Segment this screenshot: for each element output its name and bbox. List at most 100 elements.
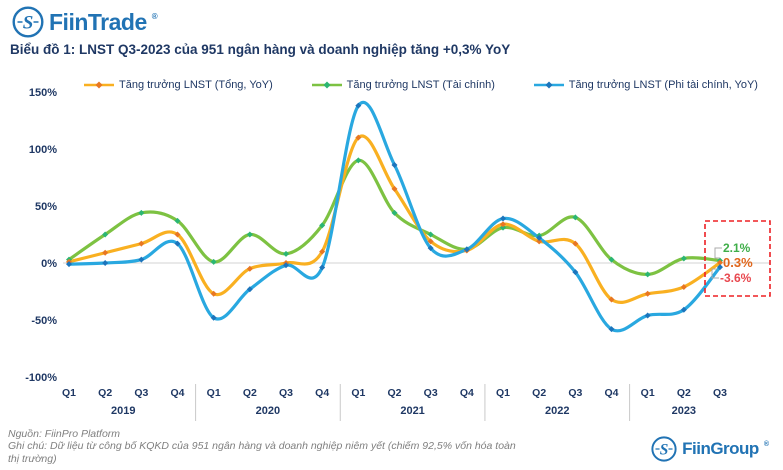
data-point-marker (608, 256, 615, 263)
x-quarter-label: Q2 (532, 387, 546, 399)
x-quarter-label: Q4 (315, 387, 329, 399)
data-point-marker (463, 246, 470, 253)
data-point-marker (427, 245, 434, 252)
legend-swatch-line-icon (533, 81, 564, 89)
y-tick-label: 50% (35, 201, 57, 213)
data-point-marker (102, 260, 109, 266)
data-point-marker (608, 326, 615, 333)
chart-legend: Tăng trưởng LNST (Tổng, YoY) Tăng trưởng… (84, 79, 758, 91)
x-quarter-label: Q3 (134, 387, 148, 399)
data-point-marker (246, 231, 253, 238)
x-quarter-label: Q1 (641, 387, 655, 399)
data-point-marker (500, 224, 506, 231)
data-point-marker (572, 214, 579, 221)
data-point-marker (717, 259, 723, 266)
data-point-marker (355, 102, 362, 109)
data-point-marker (174, 231, 181, 238)
data-point-marker (680, 283, 687, 290)
registered-mark: ® (763, 440, 769, 448)
data-point-marker (427, 238, 434, 245)
data-point-marker (210, 290, 217, 297)
footer-source: Nguồn: FiinPro Platform (8, 428, 121, 440)
data-point-marker (572, 269, 579, 276)
x-quarter-label: Q1 (496, 387, 510, 399)
x-quarter-label: Q4 (460, 387, 474, 399)
annotation-value-phi-tai-chinh: -3.6% (720, 271, 752, 285)
fiingroup-logo: S FiinGroup ® (651, 436, 769, 462)
data-point-marker (391, 161, 398, 168)
annotation-connector (711, 268, 719, 279)
data-point-marker (246, 265, 253, 272)
year-label: 2019 (111, 405, 135, 417)
data-point-marker (319, 264, 326, 271)
data-point-marker (391, 185, 398, 192)
legend-item-tai-chinh: Tăng trưởng LNST (Tài chính) (311, 79, 495, 91)
data-point-marker (138, 240, 145, 247)
svg-text:S: S (23, 13, 34, 34)
x-quarter-label: Q1 (207, 387, 221, 399)
legend-item-tong: Tăng trưởng LNST (Tổng, YoY) (84, 79, 273, 91)
series-line-0 (67, 134, 722, 305)
data-point-marker (644, 271, 651, 278)
data-point-marker (644, 312, 651, 319)
data-point-marker (174, 217, 181, 224)
chart-title: Biểu đồ 1: LNST Q3-2023 của 951 ngân hàn… (10, 42, 511, 57)
data-point-marker (174, 240, 181, 247)
year-label: 2023 (672, 405, 696, 417)
data-point-marker (536, 238, 543, 245)
year-label: 2021 (400, 405, 424, 417)
legend-label: Tăng trưởng LNST (Tổng, YoY) (119, 79, 273, 91)
legend-swatch-line-icon (84, 81, 114, 89)
y-tick-label: -100% (25, 372, 57, 384)
data-point-marker (644, 290, 651, 297)
year-label: 2022 (545, 405, 569, 417)
x-quarter-label: Q2 (677, 387, 691, 399)
x-quarter-label: Q4 (604, 387, 618, 399)
x-quarter-label: Q2 (243, 387, 257, 399)
x-quarter-label: Q3 (424, 387, 438, 399)
series-line-2 (67, 101, 722, 333)
data-point-marker (102, 231, 109, 238)
data-point-marker (138, 209, 145, 216)
x-quarter-label: Q1 (351, 387, 365, 399)
y-tick-label: 150% (29, 87, 57, 99)
data-point-marker (680, 255, 687, 262)
series-line-1 (67, 158, 722, 277)
data-point-marker (717, 264, 723, 271)
x-quarter-label: Q2 (387, 387, 401, 399)
data-point-marker (283, 262, 289, 269)
footer-note: Ghi chú: Dữ liệu từ công bố KQKD của 951… (8, 440, 516, 465)
data-point-marker (102, 249, 109, 256)
fiintrade-logo: S FiinTrade ® (12, 6, 158, 38)
data-point-marker (66, 261, 72, 268)
data-point-marker (319, 222, 326, 229)
data-point-marker (391, 209, 398, 216)
x-quarter-label: Q3 (568, 387, 582, 399)
data-point-marker (246, 286, 253, 293)
y-tick-label: 0% (41, 258, 57, 270)
annotation-value-tong: 0.3% (723, 255, 753, 270)
y-tick-label: 100% (29, 144, 57, 156)
data-point-marker (427, 231, 434, 238)
year-label: 2020 (256, 405, 280, 417)
svg-text:S: S (660, 441, 669, 458)
data-point-marker (138, 256, 145, 263)
x-quarter-label: Q2 (98, 387, 112, 399)
annotation-value-tai-chinh: 2.1% (723, 241, 751, 255)
x-quarter-label: Q3 (279, 387, 293, 399)
data-point-marker (572, 240, 579, 247)
legend-label: Tăng trưởng LNST (Phi tài chính, YoY) (568, 79, 758, 91)
data-point-marker (500, 215, 506, 222)
highlight-box (704, 220, 771, 297)
data-point-marker (355, 134, 362, 141)
fiingroup-logo-text: FiinGroup (682, 439, 759, 458)
legend-item-phi-tai-chinh: Tăng trưởng LNST (Phi tài chính, YoY) (533, 79, 758, 91)
x-quarter-label: Q1 (62, 387, 76, 399)
data-point-marker (210, 258, 217, 265)
fiintrade-logo-text: FiinTrade (49, 8, 147, 35)
data-point-marker (210, 314, 217, 321)
fiingroup-logo-icon: S (651, 436, 677, 462)
data-point-marker (319, 248, 326, 255)
